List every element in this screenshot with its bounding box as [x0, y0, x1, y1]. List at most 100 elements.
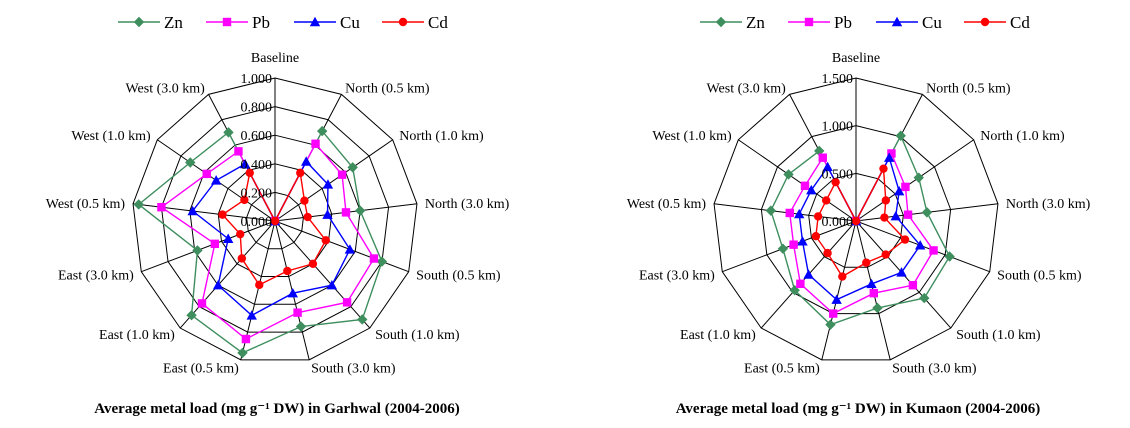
legend-marker-cu: [309, 16, 321, 27]
data-point-cu: [896, 267, 907, 277]
data-point-cu: [187, 205, 198, 216]
data-point-pb: [197, 299, 207, 308]
data-point-cu: [344, 244, 356, 254]
data-point-pb: [785, 208, 794, 218]
grid-ring: [760, 125, 952, 315]
tick-label: 1.000: [822, 120, 854, 135]
category-label: South (3.0 km): [311, 362, 396, 377]
data-point-cu: [246, 310, 257, 320]
data-point-cd: [240, 195, 249, 205]
legend-marker-zn: [133, 16, 145, 28]
data-point-zn: [783, 169, 794, 180]
legend-marker-cd: [398, 17, 408, 27]
data-point-cd: [823, 248, 832, 258]
data-point-cd: [851, 216, 861, 226]
data-point-zn: [347, 162, 358, 173]
category-label: South (0.5 km): [416, 269, 501, 284]
legend-label: Zn: [746, 13, 765, 32]
data-point-pb: [234, 147, 243, 156]
category-label: South (3.0 km): [892, 362, 977, 377]
data-point-cu: [794, 208, 805, 219]
radar-chart-kumaon: 0.000 0.500 1.000 1.500 Baseline North (0.5 k…: [627, 13, 1091, 417]
legend-label: Cu: [340, 13, 360, 32]
data-point-pb: [342, 298, 352, 307]
grid-ring: [713, 77, 999, 361]
tick-label: 0.400: [241, 158, 273, 173]
category-label: West (1.0 km): [652, 129, 732, 144]
data-point-zn: [765, 205, 777, 216]
category-label: East (0.5 km): [744, 362, 820, 377]
axis-spoke: [274, 220, 409, 273]
tick-label: 1.000: [241, 72, 273, 87]
data-point-cd: [236, 229, 245, 239]
series-line-cu: [191, 160, 351, 317]
data-point-cd: [879, 164, 888, 173]
data-point-zn: [944, 251, 955, 262]
legend-marker-zn: [715, 16, 727, 28]
tick-label: 0.000: [822, 215, 854, 230]
data-point-zn: [223, 127, 234, 138]
data-point-pb: [908, 281, 918, 290]
data-point-cu: [322, 209, 333, 219]
tick-label: 0.800: [241, 101, 273, 116]
data-point-pb: [789, 240, 798, 249]
data-point-pb: [369, 254, 379, 263]
axis-spoke: [179, 220, 276, 329]
data-point-cd: [862, 258, 871, 267]
category-label: South (1.0 km): [375, 328, 460, 343]
series-line-zn: [137, 129, 383, 354]
data-point-cu: [287, 287, 298, 298]
category-label: West (0.5 km): [46, 197, 126, 212]
grid-ring: [246, 191, 304, 250]
data-point-pb: [887, 149, 896, 158]
data-point-cu: [212, 280, 224, 290]
data-point-cd: [303, 212, 312, 222]
data-point-cd: [237, 254, 247, 263]
category-label: South (0.5 km): [997, 269, 1082, 284]
chart-caption: Average metal load (mg g⁻¹ DW) in Garhwa…: [94, 401, 459, 417]
axis-spoke: [141, 220, 276, 273]
data-point-cu: [223, 233, 234, 243]
legend-marker-pb: [804, 17, 814, 27]
grid-ring: [132, 77, 418, 361]
data-point-cd: [900, 235, 910, 244]
legend-marker-cd: [980, 17, 990, 27]
data-point-cd: [300, 196, 309, 205]
data-point-zn: [913, 172, 924, 183]
data-point-zn: [295, 321, 307, 332]
grid-ring: [160, 106, 390, 333]
data-point-cu: [893, 186, 905, 196]
legend-label: Cd: [428, 13, 448, 32]
data-point-cu: [831, 294, 842, 304]
data-point-pb: [869, 288, 878, 298]
data-point-cu: [884, 152, 895, 162]
data-point-cd: [321, 236, 331, 245]
data-point-cu: [239, 158, 251, 169]
axis-spoke: [274, 220, 371, 329]
data-point-pb: [901, 182, 910, 192]
radar-chart-garhwal: 0.000 0.200 0.400 0.600 0.800 1.000 Baseline No…: [46, 13, 510, 417]
axis-spoke: [132, 203, 276, 222]
category-label: North (1.0 km): [980, 129, 1065, 144]
data-point-zn: [872, 302, 883, 314]
data-point-pb: [828, 309, 838, 318]
data-point-pb: [202, 169, 211, 179]
data-point-cd: [270, 216, 280, 226]
grid-ring: [189, 134, 361, 305]
data-point-pb: [210, 239, 220, 249]
tick-label: 0.500: [822, 167, 854, 182]
legend-label: Cu: [922, 13, 942, 32]
tick-label: 0.600: [241, 129, 273, 144]
data-point-cd: [881, 196, 891, 205]
data-point-zn: [895, 130, 906, 141]
series-line-zn: [770, 134, 951, 326]
data-point-cd: [255, 280, 264, 290]
category-label: West (3.0 km): [706, 81, 786, 96]
data-point-zn: [825, 319, 836, 330]
data-point-pb: [796, 279, 805, 288]
data-point-zn: [777, 243, 789, 254]
category-label: North (3.0 km): [425, 197, 510, 212]
data-point-cd: [831, 177, 840, 187]
category-label: Baseline: [251, 51, 299, 66]
